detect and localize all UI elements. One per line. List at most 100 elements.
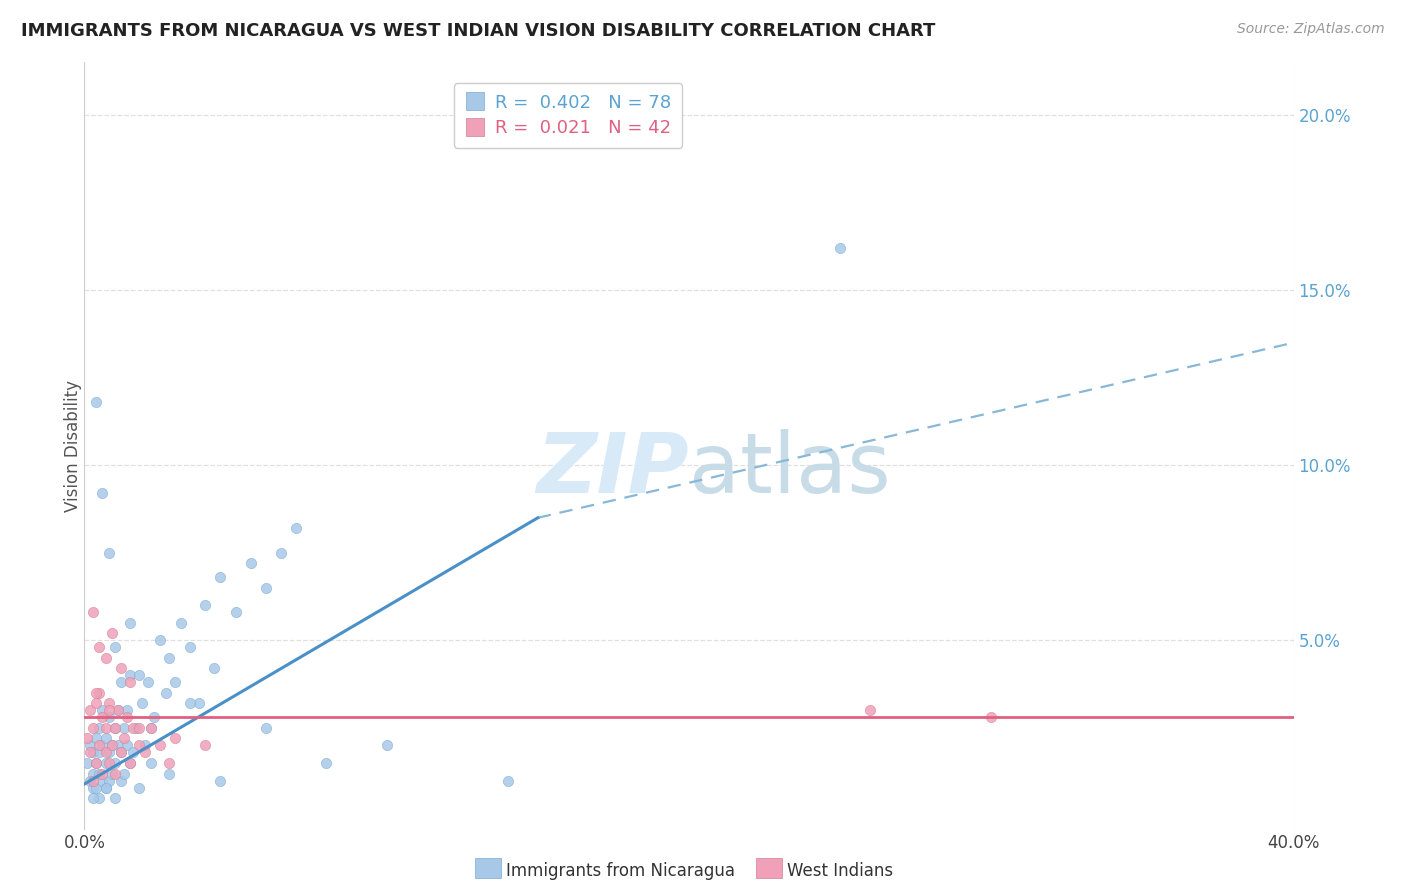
Point [239, 557, 262, 571]
Point [134, 746, 156, 760]
Point [94, 651, 117, 665]
Point [110, 773, 132, 788]
Point [97, 703, 120, 717]
Point [82, 721, 104, 735]
Point [91, 703, 114, 717]
Point [76, 731, 98, 746]
Point [110, 661, 132, 675]
Point [94, 731, 117, 746]
Point [91, 739, 114, 753]
Point [107, 703, 129, 717]
Point [86, 686, 108, 700]
Point [104, 791, 127, 805]
Text: atlas: atlas [689, 428, 890, 509]
Text: Source: ZipAtlas.com: Source: ZipAtlas.com [1237, 22, 1385, 37]
Point [254, 581, 277, 595]
Point [285, 521, 308, 535]
Point [131, 697, 153, 711]
Point [194, 739, 217, 753]
Text: ZIP: ZIP [536, 428, 689, 509]
Point [118, 615, 141, 630]
Point [97, 756, 120, 770]
Point [79, 703, 101, 717]
Text: Immigrants from Nicaragua: Immigrants from Nicaragua [506, 862, 735, 880]
Point [82, 773, 104, 788]
Point [157, 756, 180, 770]
Point [179, 697, 201, 711]
Point [188, 697, 211, 711]
Point [155, 686, 177, 700]
Point [170, 615, 193, 630]
Point [125, 721, 148, 735]
Point [107, 703, 129, 717]
Point [110, 746, 132, 760]
Point [980, 710, 1002, 724]
Point [112, 731, 135, 746]
Point [128, 721, 150, 735]
Point [91, 773, 114, 788]
Legend: R =  0.402   N = 78, R =  0.021   N = 42: R = 0.402 N = 78, R = 0.021 N = 42 [454, 83, 682, 148]
Point [830, 241, 852, 255]
Point [134, 739, 156, 753]
Point [121, 746, 143, 760]
Point [100, 739, 122, 753]
Point [91, 710, 114, 724]
Point [128, 668, 150, 682]
Point [104, 756, 127, 770]
Point [209, 773, 232, 788]
Y-axis label: Vision Disability: Vision Disability [65, 380, 82, 512]
Point [86, 731, 108, 746]
Point [79, 739, 101, 753]
Point [157, 651, 180, 665]
Point [179, 640, 201, 655]
Point [121, 721, 143, 735]
Point [270, 546, 292, 560]
Point [82, 780, 104, 795]
Point [104, 721, 127, 735]
Point [115, 739, 138, 753]
Point [100, 739, 122, 753]
Point [115, 703, 138, 717]
Point [142, 710, 165, 724]
Point [139, 721, 162, 735]
Point [136, 675, 159, 690]
Point [202, 661, 225, 675]
Point [118, 756, 141, 770]
Point [82, 766, 104, 780]
Point [104, 766, 127, 780]
Point [165, 731, 187, 746]
Point [194, 599, 217, 613]
Point [86, 697, 108, 711]
Point [97, 773, 120, 788]
Point [115, 710, 138, 724]
Point [104, 640, 127, 655]
Point [86, 756, 108, 770]
Point [118, 668, 141, 682]
Point [496, 773, 519, 788]
Point [94, 746, 117, 760]
Point [94, 780, 117, 795]
Point [112, 766, 135, 780]
Point [97, 746, 120, 760]
Point [97, 697, 120, 711]
Point [110, 746, 132, 760]
Point [254, 721, 277, 735]
Point [76, 756, 98, 770]
Point [82, 746, 104, 760]
Point [139, 756, 162, 770]
Point [110, 675, 132, 690]
Point [91, 486, 114, 500]
Point [79, 773, 101, 788]
Text: IMMIGRANTS FROM NICARAGUA VS WEST INDIAN VISION DISABILITY CORRELATION CHART: IMMIGRANTS FROM NICARAGUA VS WEST INDIAN… [21, 22, 935, 40]
Point [89, 791, 111, 805]
Point [89, 746, 111, 760]
Point [859, 703, 882, 717]
Point [118, 675, 141, 690]
Point [94, 721, 117, 735]
Point [97, 710, 120, 724]
Point [94, 780, 117, 795]
Point [149, 739, 172, 753]
Point [86, 395, 108, 409]
Point [94, 756, 117, 770]
Point [165, 675, 187, 690]
